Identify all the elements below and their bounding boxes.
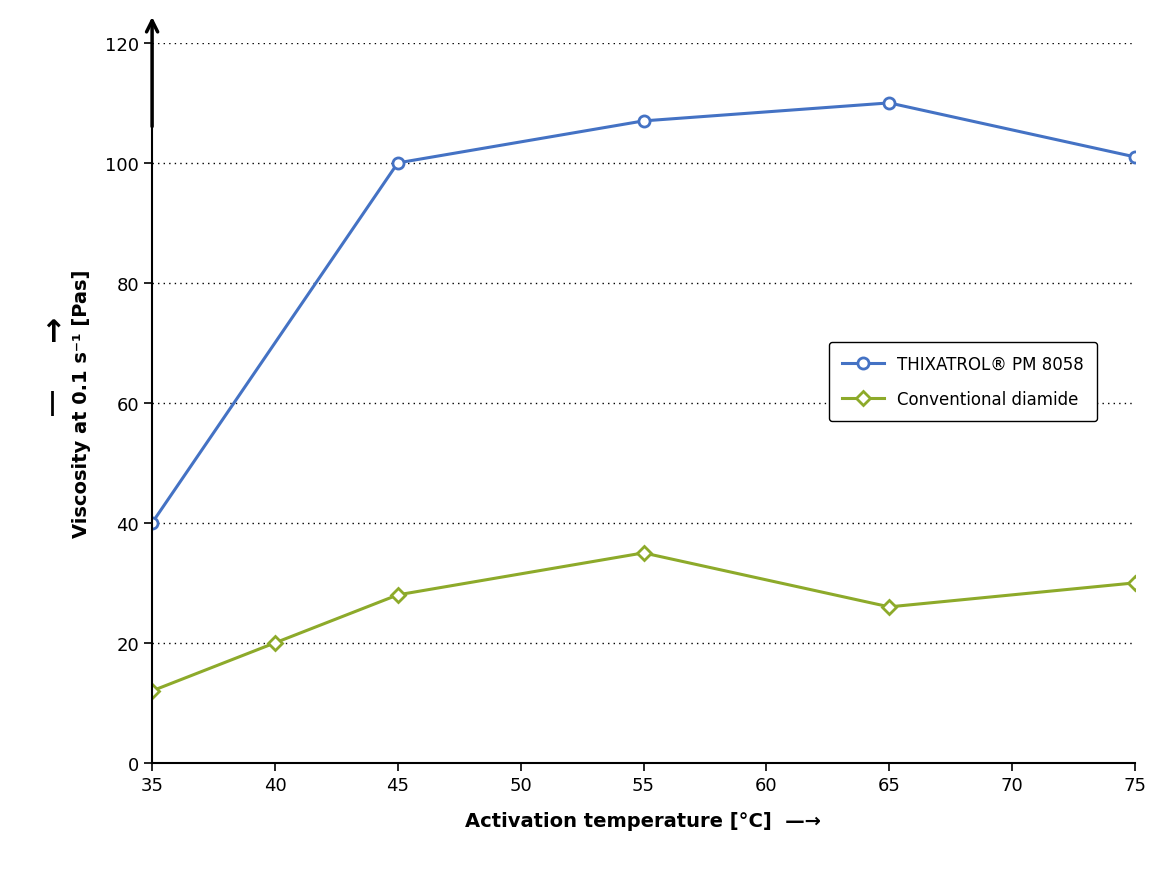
Conventional diamide (391, 590, 405, 601)
THIXATROL® PM 8058 (391, 159, 405, 169)
Line: THIXATROL® PM 8058: THIXATROL® PM 8058 (146, 98, 1141, 529)
X-axis label: Activation temperature [°C]  —→: Activation temperature [°C] —→ (466, 811, 821, 830)
Conventional diamide (268, 638, 282, 648)
THIXATROL® PM 8058 (145, 518, 159, 529)
Conventional diamide (145, 686, 159, 696)
Conventional diamide (882, 602, 896, 612)
Text: ↑: ↑ (40, 318, 66, 348)
THIXATROL® PM 8058 (1128, 153, 1142, 163)
Conventional diamide (1128, 578, 1142, 588)
Conventional diamide (636, 548, 651, 559)
THIXATROL® PM 8058 (636, 117, 651, 127)
Line: Conventional diamide: Conventional diamide (147, 548, 1140, 696)
THIXATROL® PM 8058 (882, 98, 896, 109)
Legend: THIXATROL® PM 8058, Conventional diamide: THIXATROL® PM 8058, Conventional diamide (828, 342, 1097, 422)
Text: |: | (48, 391, 57, 416)
Y-axis label: Viscosity at 0.1 s⁻¹ [Pas]: Viscosity at 0.1 s⁻¹ [Pas] (71, 269, 91, 538)
